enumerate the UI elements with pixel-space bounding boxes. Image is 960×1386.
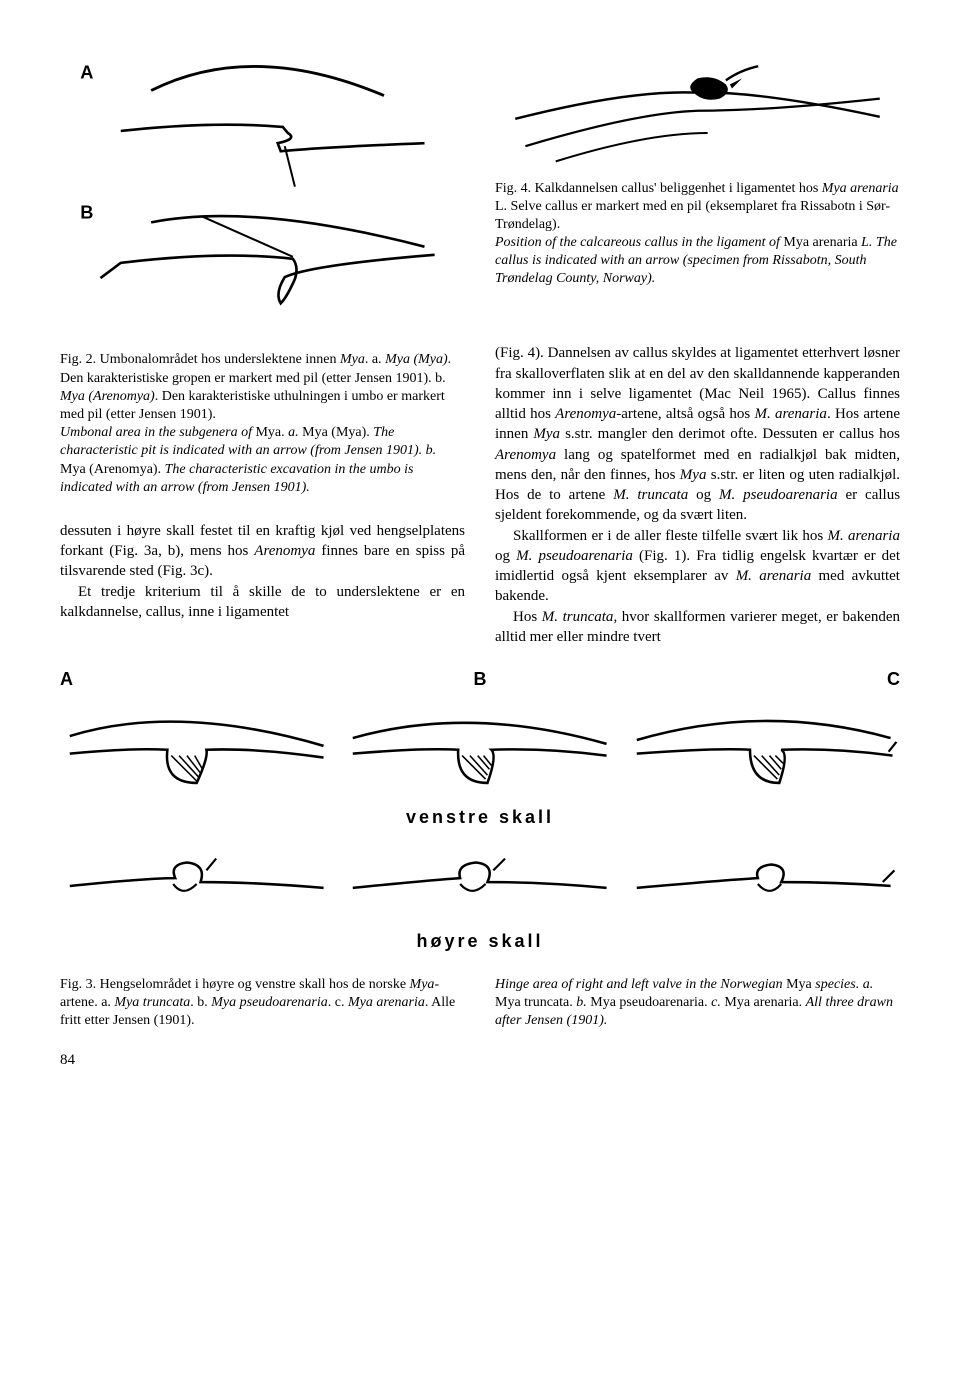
fig4-caption-text-2: L. Selve callus er markert med en pil (e… [495,199,890,232]
left-p1-sp: Arenomya [254,543,315,559]
fig3-b-venstre [343,699,616,797]
fig3-b-hoyre [343,843,616,921]
fig2-en-1: Umbonal area in the subgenera of [60,425,255,440]
fig2-cap-1: Fig. 2. Umbonalområdet hos underslektene… [60,352,340,367]
fig2-caption: Fig. 2. Umbonalområdet hos underslektene… [60,351,465,497]
fig3-caption-no: Fig. 3. Hengselområdet i høyre og venstr… [60,976,465,1031]
top-figure-row: A B [60,50,900,323]
fig4-en-2: L. [858,235,876,250]
f3n1: Fig. 3. Hengselområdet i høyre og venstr… [60,977,410,992]
fig3-label-b: B [343,667,616,691]
f3e-sp1b: species. a. [815,977,873,992]
fig3-c-venstre [627,699,900,797]
fig2-sp2: Mya (Mya) [385,352,448,367]
r2sp3: M. arenaria [736,568,812,584]
fig4-sp1: Mya arenaria [822,181,899,196]
page-number: 84 [60,1050,900,1070]
body-columns: Fig. 2. Umbonalområdet hos underslektene… [60,343,900,647]
fig3-caption-en: Hinge area of right and left valve in th… [495,976,900,1031]
r3sp1: M. truncata [542,609,614,625]
f3n-sp2: Mya truncata [114,995,190,1010]
fig2-en-a: a. [288,425,302,440]
fig4-caption-text-1: Fig. 4. Kalkdannelsen callus' beliggenhe… [495,181,822,196]
fig4-drawing [495,50,900,172]
fig2-sp1: Mya [340,352,365,367]
fig2b-label: B [80,202,93,222]
fig2-en-sp2: Mya (Mya). [302,425,373,440]
fig2a-label: A [80,62,93,82]
fig4-en-sp1: Mya arenaria [783,235,857,250]
fig3-panel: A B C venstre s [60,667,900,1030]
fig4-panel: Fig. 4. Kalkdannelsen callus' beliggenhe… [495,50,900,323]
r1sp5: Mya [680,467,707,483]
fig4-en-1: Position of the calcareous callus in the… [495,235,783,250]
r1sp4: Arenomya [495,447,556,463]
fig2a-drawing: A [60,50,465,192]
r1sp3: Mya [533,426,560,442]
f3n-sp1: Mya [410,977,435,992]
fig2-cap-2: . a. [365,352,385,367]
f3n-sp4: Mya arenaria [348,995,425,1010]
r2sp1: M. arenaria [828,528,900,544]
fig3-labels: A B C [60,667,900,691]
r1b: -artene, altså også hos [616,406,754,422]
left-body: dessuten i høyre skall festet til en kra… [60,521,465,622]
fig2-en-sp3: Mya (Arenomya). [60,462,165,477]
fig3-captions: Fig. 3. Hengselområdet i høyre og venstr… [60,968,900,1031]
f3e-sp1: Mya [786,977,815,992]
left-column: Fig. 2. Umbonalområdet hos underslektene… [60,343,465,647]
fig2-panel: A B [60,50,465,323]
r1d: s.str. mangler den derimot ofte. Dessute… [560,426,900,442]
f3e-sp2: Mya truncata. [495,995,576,1010]
r2sp2: M. pseudoarenaria [516,548,633,564]
r2b: og [495,548,516,564]
fig3-label-a: A [60,667,333,691]
fig2b-drawing: B [60,192,465,324]
f3n3: . b. [190,995,211,1010]
r3a: Hos [513,609,542,625]
f3n4: . c. [328,995,348,1010]
f3e-c: c. [711,995,724,1010]
fig2-en-sp1: Mya. [255,425,288,440]
r2a: Skallformen er i de aller fleste tilfell… [513,528,828,544]
f3e-b: b. [576,995,590,1010]
left-p2: Et tredje kriterium til å skille de to u… [60,584,465,620]
fig4-caption: Fig. 4. Kalkdannelsen callus' beliggenhe… [495,180,900,289]
fig2-sp3: Mya (Arenomya) [60,389,155,404]
fig3-a-hoyre [60,843,333,921]
r1sp7: M. pseudoarenaria [719,487,838,503]
fig3-row-bottom [60,843,900,921]
f3e-sp4: Mya arenaria. [724,995,805,1010]
r1g: og [688,487,719,503]
fig3-row1-label: venstre skall [60,805,900,829]
fig3-a-venstre [60,699,333,797]
f3e-sp3: Mya pseudoarenaria. [590,995,711,1010]
r1sp2: M. arenaria [754,406,826,422]
fig3-row-top [60,699,900,797]
f3e1: Hinge area of right and left valve in th… [495,977,786,992]
r1sp1: Arenomya [555,406,616,422]
fig3-row2-label: høyre skall [60,929,900,953]
f3n-sp3: Mya pseudoarenaria [211,995,328,1010]
fig3-c-hoyre [627,843,900,921]
fig3-label-c: C [627,667,900,691]
right-column: (Fig. 4). Dannelsen av callus skyldes at… [495,343,900,647]
r1sp6: M. truncata [613,487,688,503]
